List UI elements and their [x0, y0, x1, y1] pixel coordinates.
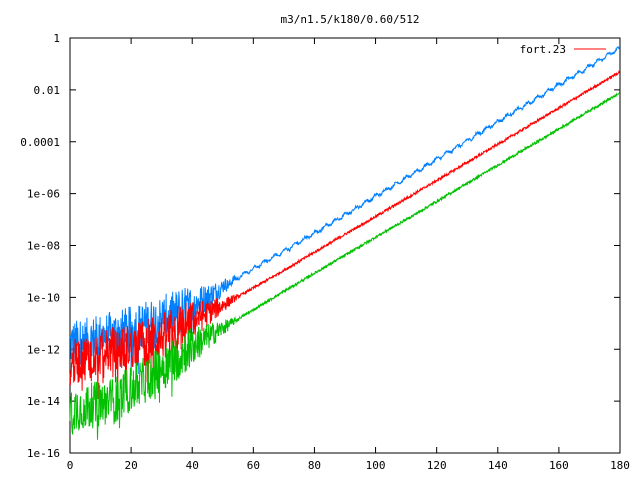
axis-ticks: 0 20 40 60 80 100 120 140 160 180 1e-16 1e-14 1e-12 1…: [20, 32, 630, 472]
y-tick-label: 1e-12: [27, 343, 60, 356]
y-tick-label: 1e-16: [27, 447, 60, 460]
y-tick-label: 1e-08: [27, 240, 60, 253]
x-tick-label: 60: [247, 459, 260, 472]
legend-label: fort.23: [520, 43, 566, 56]
x-tick-label: 80: [308, 459, 321, 472]
x-tick-label: 120: [427, 459, 447, 472]
y-tick-label: 1: [53, 32, 60, 45]
series-layer: [69, 46, 621, 440]
y-tick-label: 0.01: [34, 84, 61, 97]
y-tick-label: 1e-14: [27, 395, 60, 408]
x-tick-label: 0: [67, 459, 74, 472]
y-tick-label: 1e-10: [27, 291, 60, 304]
legend: fort.23: [520, 43, 606, 56]
x-tick-label: 180: [610, 459, 630, 472]
series-line-2: [69, 69, 620, 400]
x-tick-label: 20: [124, 459, 137, 472]
x-tick-label: 40: [186, 459, 199, 472]
x-tick-label: 160: [549, 459, 569, 472]
series-line-3: [69, 91, 621, 440]
y-tick-label: 0.0001: [20, 136, 60, 149]
chart-title: m3/n1.5/k180/0.60/512: [280, 13, 419, 26]
y-tick-label: 1e-06: [27, 188, 60, 201]
x-tick-label: 100: [366, 459, 386, 472]
x-tick-label: 140: [488, 459, 508, 472]
